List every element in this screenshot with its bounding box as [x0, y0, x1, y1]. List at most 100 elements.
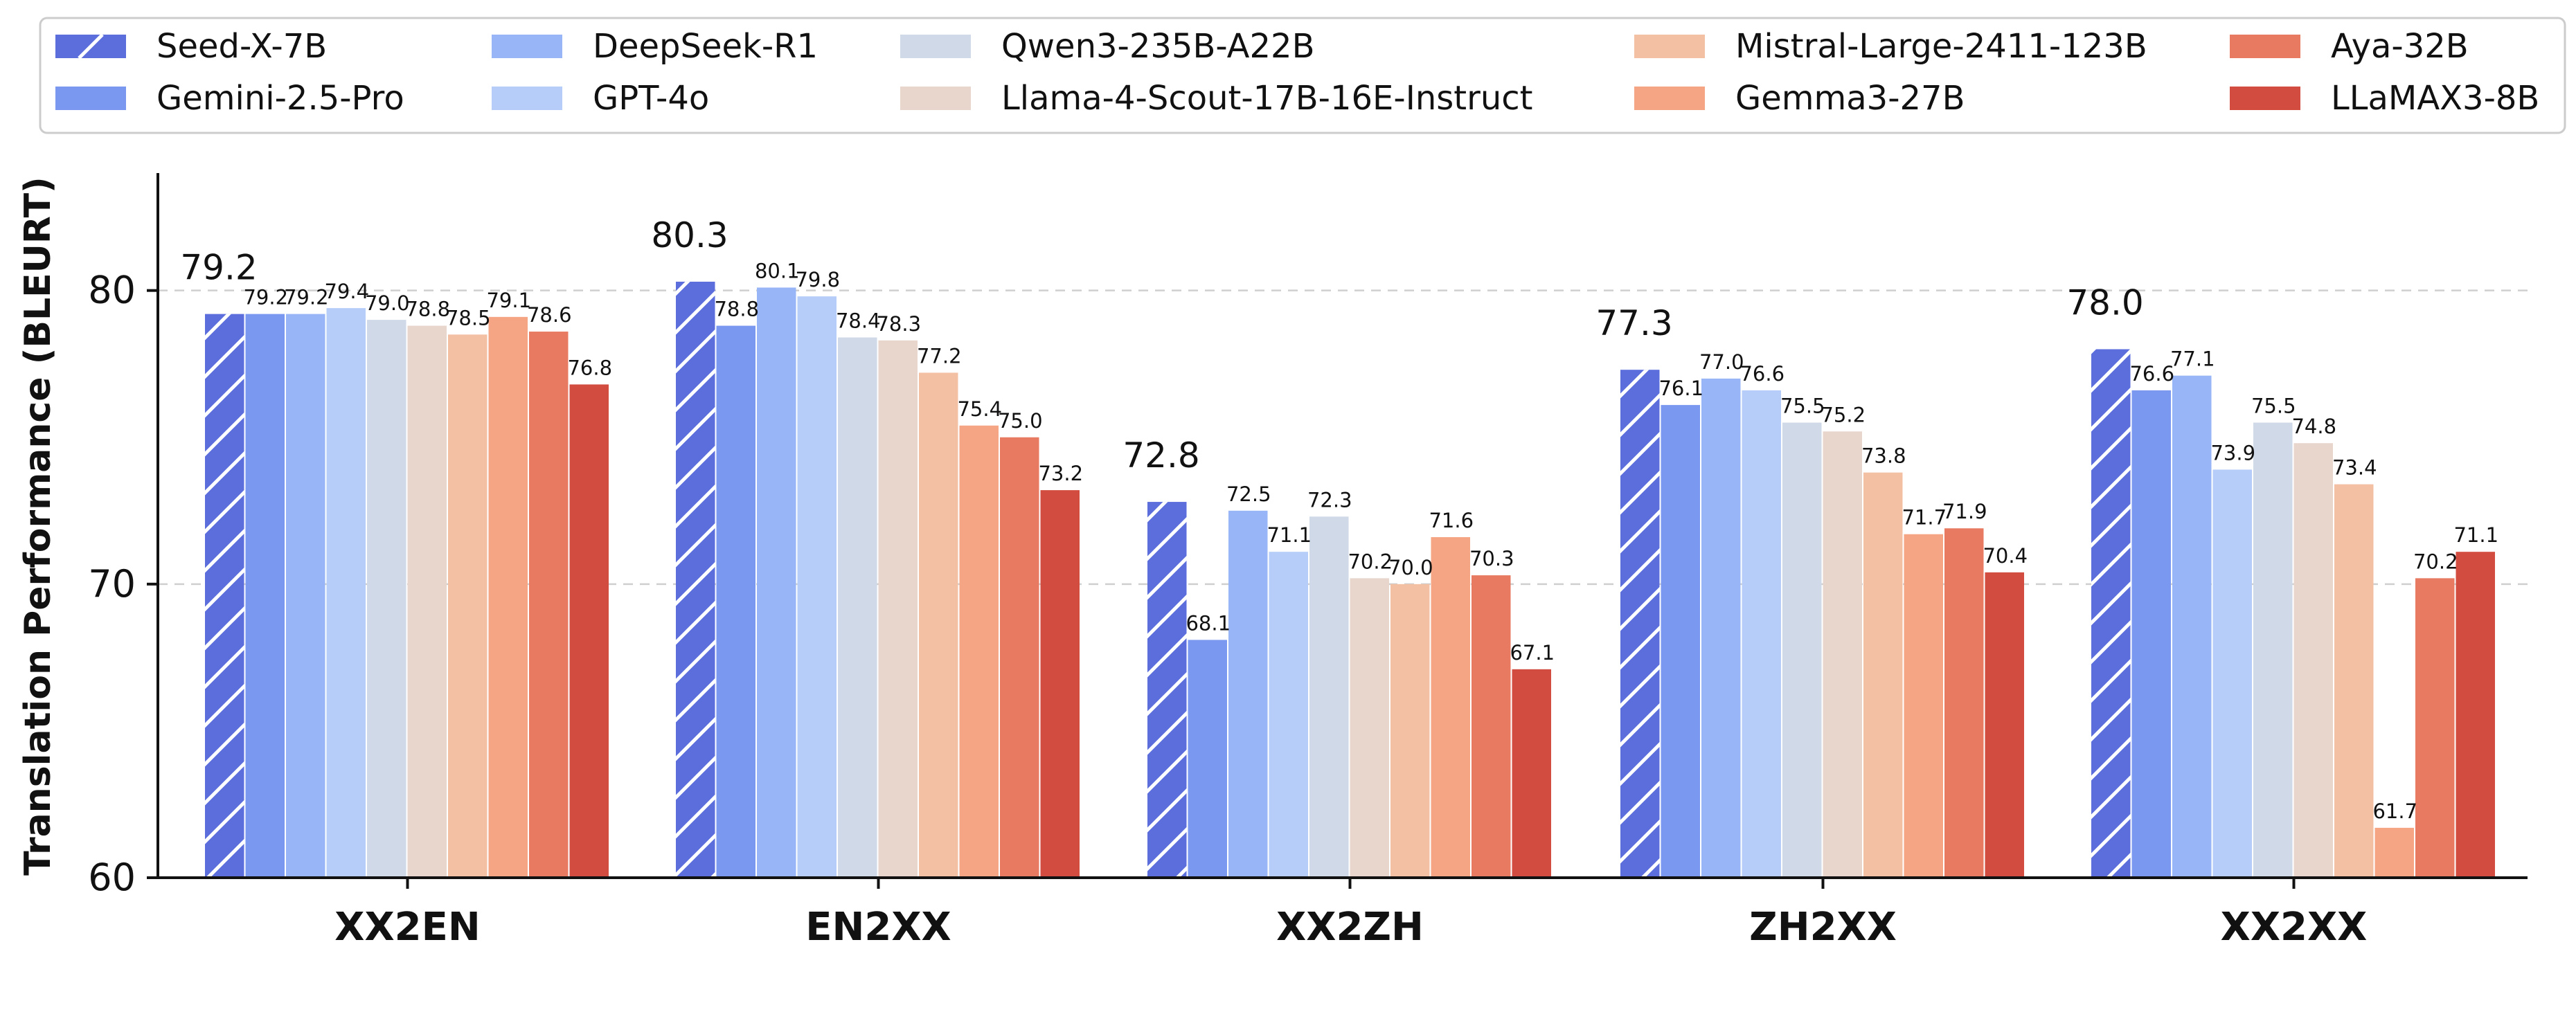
value-label-llamax3-8b-xx2zh: 67.1 [1510, 641, 1555, 665]
legend-frame [39, 17, 2566, 134]
bar-hatch-seed-x-7b-xx2en [205, 314, 244, 878]
bar-llamax3-8b-xx2xx [2456, 552, 2495, 878]
bar-hatch-seed-x-7b-xx2zh [1147, 502, 1187, 878]
value-label-gpt-4o-xx2xx: 73.9 [2210, 441, 2255, 464]
bar-gemini-2-5-pro-zh2xx [1661, 405, 1700, 878]
value-label-gemini-2-5-pro-xx2en: 79.2 [243, 286, 288, 309]
bar-aya-32b-en2xx [1000, 437, 1039, 878]
value-label-deepseek-r1-en2xx: 80.1 [755, 259, 800, 282]
bar-gemma3-27b-xx2en [488, 316, 528, 878]
bar-llama-4-scout-17b-16e-instruct-xx2xx [2293, 443, 2333, 878]
value-label-mistral-large-2411-123b-xx2xx: 73.4 [2332, 456, 2377, 480]
value-label-llamax3-8b-en2xx: 73.2 [1038, 462, 1083, 485]
value-label-gemini-2-5-pro-en2xx: 78.8 [714, 298, 759, 321]
bar-gpt-4o-xx2en [326, 308, 366, 878]
legend-item-mistral-large-2411-123b: Mistral-Large-2411-123B [1634, 27, 2147, 66]
value-label-mistral-large-2411-123b-zh2xx: 73.8 [1861, 444, 1906, 468]
bar-value-labels: 79.279.279.279.479.078.878.579.178.676.8… [180, 215, 2498, 823]
bar-gemini-2-5-pro-xx2xx [2131, 390, 2171, 878]
value-label-llama-4-scout-17b-16e-instruct-en2xx: 78.3 [876, 312, 921, 336]
value-label-gemma3-27b-xx2zh: 71.6 [1429, 509, 1474, 532]
bar-qwen3-235b-a22b-xx2xx [2253, 422, 2293, 878]
legend-swatch [55, 87, 126, 110]
value-label-gemma3-27b-xx2xx: 61.7 [2372, 799, 2417, 823]
y-tick-label-70: 70 [88, 562, 136, 606]
value-label-gpt-4o-en2xx: 79.8 [795, 268, 840, 291]
bar-gemma3-27b-en2xx [959, 425, 999, 878]
bar-llama-4-scout-17b-16e-instruct-en2xx [878, 340, 918, 878]
legend-item-deepseek-r1: DeepSeek-R1 [492, 27, 818, 66]
x-tick-label-en2xx: EN2XX [805, 905, 951, 950]
value-label-llama-4-scout-17b-16e-instruct-zh2xx: 75.2 [1821, 403, 1866, 426]
value-label-deepseek-r1-xx2zh: 72.5 [1226, 482, 1271, 506]
bar-llamax3-8b-zh2xx [1985, 572, 2024, 878]
value-label-mistral-large-2411-123b-xx2zh: 70.0 [1388, 556, 1433, 579]
bar-deepseek-r1-xx2xx [2172, 375, 2212, 878]
value-label-seed-x-7b-zh2xx: 77.3 [1595, 303, 1672, 343]
value-label-qwen3-235b-a22b-zh2xx: 75.5 [1780, 395, 1825, 418]
value-label-gemini-2-5-pro-xx2zh: 68.1 [1186, 611, 1231, 635]
bar-aya-32b-xx2en [529, 332, 569, 878]
bar-deepseek-r1-en2xx [757, 287, 796, 878]
bar-mistral-large-2411-123b-zh2xx [1863, 472, 1903, 878]
value-label-deepseek-r1-xx2xx: 77.1 [2170, 347, 2215, 371]
legend-item-gemma3-27b: Gemma3-27B [1634, 79, 1965, 118]
bar-qwen3-235b-a22b-en2xx [838, 337, 877, 878]
value-label-aya-32b-en2xx: 75.0 [998, 409, 1043, 433]
value-label-aya-32b-zh2xx: 71.9 [1942, 500, 1987, 523]
legend-label: Mistral-Large-2411-123B [1735, 27, 2147, 66]
bar-hatch-seed-x-7b-zh2xx [1620, 370, 1660, 878]
legend-item-llamax3-8b: LLaMAX3-8B [2230, 79, 2539, 118]
value-label-gpt-4o-xx2zh: 71.1 [1267, 523, 1312, 547]
bar-hatch-seed-x-7b-xx2xx [2091, 349, 2131, 878]
bar-aya-32b-xx2xx [2415, 578, 2455, 878]
legend-label: DeepSeek-R1 [593, 27, 818, 66]
legend-swatch [1634, 35, 1705, 58]
bar-llama-4-scout-17b-16e-instruct-xx2en [407, 325, 447, 878]
bar-llamax3-8b-xx2zh [1512, 669, 1551, 878]
bar-mistral-large-2411-123b-en2xx [919, 372, 958, 878]
value-label-qwen3-235b-a22b-xx2xx: 75.5 [2251, 395, 2296, 418]
bar-deepseek-r1-xx2en [286, 314, 325, 878]
x-tick-label-xx2xx: XX2XX [2221, 905, 2368, 950]
bar-llamax3-8b-en2xx [1040, 490, 1080, 878]
value-label-seed-x-7b-en2xx: 80.3 [651, 215, 728, 255]
value-label-mistral-large-2411-123b-en2xx: 77.2 [917, 344, 962, 368]
value-label-gpt-4o-xx2en: 79.4 [324, 280, 369, 303]
legend-label: Llama-4-Scout-17B-16E-Instruct [1001, 79, 1532, 118]
value-label-mistral-large-2411-123b-xx2en: 78.5 [446, 306, 491, 329]
bar-gemini-2-5-pro-xx2en [245, 314, 285, 878]
bar-mistral-large-2411-123b-xx2zh [1390, 584, 1430, 878]
value-label-gemini-2-5-pro-zh2xx: 76.1 [1658, 377, 1703, 400]
legend-swatch [2230, 35, 2300, 58]
bar-gemma3-27b-xx2zh [1431, 536, 1470, 878]
value-label-llama-4-scout-17b-16e-instruct-xx2zh: 70.2 [1348, 550, 1393, 573]
legend-item-llama-4-scout-17b-16e-instruct: Llama-4-Scout-17B-16E-Instruct [900, 79, 1532, 118]
legend-swatch [492, 87, 562, 110]
legend-swatch [2230, 87, 2300, 110]
bar-llama-4-scout-17b-16e-instruct-zh2xx [1823, 431, 1862, 878]
value-label-aya-32b-xx2en: 78.6 [527, 303, 572, 327]
value-label-llamax3-8b-zh2xx: 70.4 [1983, 544, 2028, 568]
bar-deepseek-r1-zh2xx [1701, 378, 1741, 878]
value-label-llama-4-scout-17b-16e-instruct-xx2en: 78.8 [405, 298, 450, 321]
legend-swatch [900, 35, 971, 58]
bar-gpt-4o-xx2xx [2212, 469, 2252, 878]
legend-label: LLaMAX3-8B [2331, 79, 2539, 118]
y-tick-label-80: 80 [88, 269, 136, 312]
value-label-qwen3-235b-a22b-xx2en: 79.0 [365, 291, 410, 315]
value-label-gemini-2-5-pro-xx2xx: 76.6 [2129, 362, 2174, 386]
bar-gpt-4o-zh2xx [1742, 390, 1781, 878]
bar-gemma3-27b-xx2xx [2374, 827, 2414, 878]
legend-swatch-hatch [78, 33, 104, 60]
value-label-gemma3-27b-en2xx: 75.4 [957, 397, 1002, 421]
value-label-seed-x-7b-xx2xx: 78.0 [2066, 283, 2143, 323]
bar-mistral-large-2411-123b-xx2en [448, 334, 488, 878]
legend: Seed-X-7B Gemini-2.5-Pro DeepSeek-R1 GPT-4o… [39, 17, 2566, 134]
value-label-aya-32b-xx2xx: 70.2 [2413, 550, 2458, 573]
value-label-llamax3-8b-xx2en: 76.8 [567, 356, 612, 379]
legend-label: Gemma3-27B [1735, 79, 1965, 118]
bar-qwen3-235b-a22b-zh2xx [1782, 422, 1822, 878]
axes: 60 70 80 XX2EN EN2XX XX2ZH ZH2XX XX2XX [88, 173, 2528, 950]
